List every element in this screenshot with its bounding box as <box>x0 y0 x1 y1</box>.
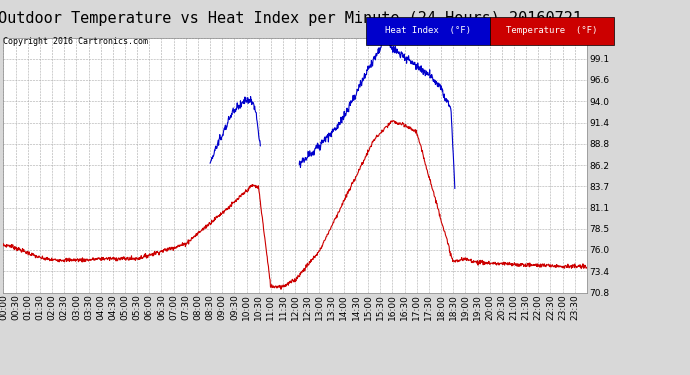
Text: Heat Index  (°F): Heat Index (°F) <box>385 26 471 36</box>
Text: Copyright 2016 Cartronics.com: Copyright 2016 Cartronics.com <box>3 38 148 46</box>
Text: Outdoor Temperature vs Heat Index per Minute (24 Hours) 20160721: Outdoor Temperature vs Heat Index per Mi… <box>0 11 582 26</box>
Text: Temperature  (°F): Temperature (°F) <box>506 26 598 36</box>
